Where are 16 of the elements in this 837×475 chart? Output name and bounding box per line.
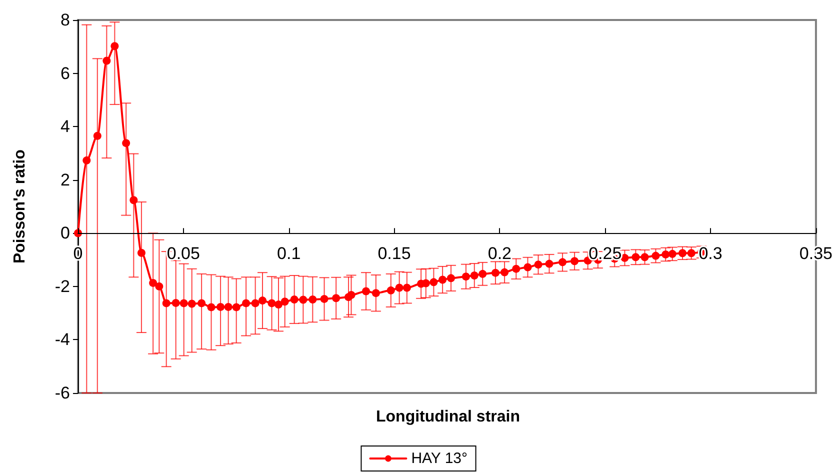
y-tick-label: 8 xyxy=(60,10,70,30)
x-tick-label: 0.15 xyxy=(378,244,411,264)
legend-label: HAY 13° xyxy=(411,450,468,467)
y-axis-title: Poisson's ratio xyxy=(12,149,28,264)
y-tick-label: -2 xyxy=(54,276,70,296)
y-tick-label: 2 xyxy=(60,170,70,190)
x-tick-label: 0.35 xyxy=(799,244,833,264)
x-axis-title: Longitudinal strain xyxy=(376,408,520,426)
x-tick-label: 0.1 xyxy=(277,244,301,264)
y-tick-label: 0 xyxy=(60,224,70,243)
x-tick-label: 0.05 xyxy=(166,244,200,264)
y-tick-label: 4 xyxy=(60,117,70,136)
y-tick-label: -4 xyxy=(54,330,70,350)
y-tick-label: 6 xyxy=(60,64,70,83)
x-tick-label: 0.2 xyxy=(488,244,512,264)
y-tick-label: -6 xyxy=(54,384,70,402)
